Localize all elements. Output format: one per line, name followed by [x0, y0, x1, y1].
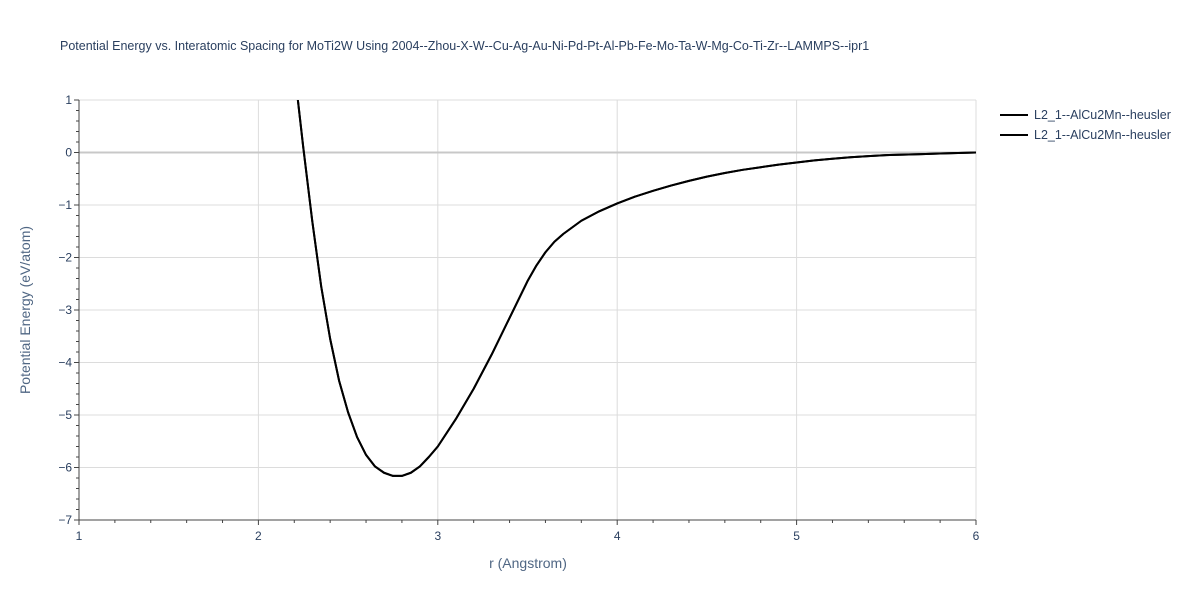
axis-layer: 1 2 3 4 5 6 1 0 −1 −2 −3 −4 −5 −6 −7 — [58, 93, 979, 543]
series-line-2 — [296, 100, 976, 477]
legend-label: L2_1--AlCu2Mn--heusler — [1034, 128, 1171, 142]
x-tick-label: 2 — [255, 529, 262, 543]
x-axis-title: r (Angstrom) — [489, 555, 567, 571]
y-tick-label: −6 — [58, 461, 72, 475]
x-tick-label: 6 — [973, 529, 980, 543]
y-tick-label: −7 — [58, 513, 72, 527]
x-tick-label: 4 — [614, 529, 621, 543]
y-tick-label: −4 — [58, 356, 72, 370]
x-tick-label: 5 — [793, 529, 800, 543]
x-tick-label: 3 — [434, 529, 441, 543]
legend-label: L2_1--AlCu2Mn--heusler — [1034, 108, 1171, 122]
legend-item-2[interactable]: L2_1--AlCu2Mn--heusler — [1000, 128, 1171, 142]
y-tick-label: −2 — [58, 251, 72, 265]
y-tick-label: 1 — [65, 93, 72, 107]
grid-layer — [79, 99, 977, 520]
y-tick-label: −1 — [58, 198, 72, 212]
legend: L2_1--AlCu2Mn--heusler L2_1--AlCu2Mn--heu… — [1000, 108, 1171, 142]
y-tick-label: −5 — [58, 408, 72, 422]
y-tick-label: 0 — [65, 146, 72, 160]
legend-item-1[interactable]: L2_1--AlCu2Mn--heusler — [1000, 108, 1171, 122]
x-tick-label: 1 — [76, 529, 83, 543]
y-tick-label: −3 — [58, 303, 72, 317]
chart-title: Potential Energy vs. Interatomic Spacing… — [60, 39, 869, 53]
series-layer — [296, 100, 976, 477]
y-axis-title: Potential Energy (eV/atom) — [17, 226, 33, 394]
